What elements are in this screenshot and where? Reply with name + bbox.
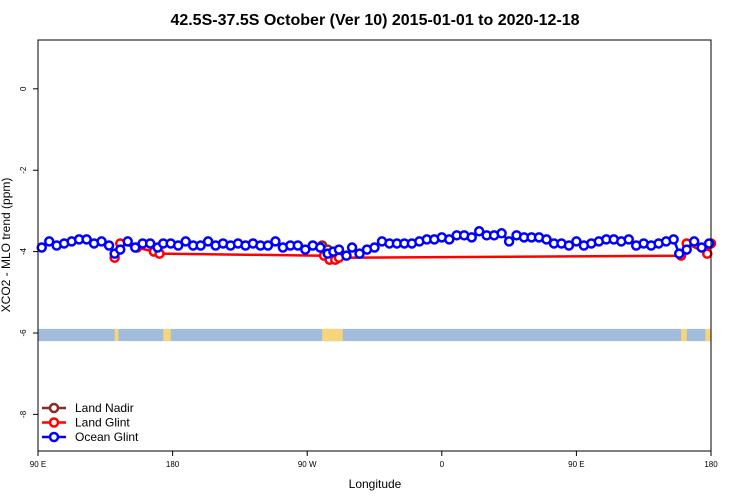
y-tick-label: -2 bbox=[19, 166, 28, 174]
series-ocean-glint bbox=[36, 226, 715, 261]
land-ocean-bar bbox=[38, 328, 711, 342]
data-point-ocean-glint bbox=[43, 236, 55, 247]
legend-marker bbox=[48, 417, 60, 428]
chart-title: 42.5S-37.5S October (Ver 10) 2015-01-01 … bbox=[170, 12, 579, 29]
data-point-ocean-glint bbox=[129, 242, 141, 253]
data-point-ocean-glint bbox=[122, 236, 133, 247]
data-point-ocean-glint bbox=[262, 240, 274, 251]
data-point-ocean-glint bbox=[571, 236, 582, 247]
data-point-ocean-glint bbox=[202, 236, 214, 247]
data-point-ocean-glint bbox=[696, 242, 707, 253]
x-axis-label: Longitude bbox=[349, 477, 402, 491]
y-tick-label: -8 bbox=[19, 410, 28, 418]
data-point-ocean-glint bbox=[496, 228, 507, 239]
data-point-ocean-glint bbox=[180, 236, 191, 247]
x-tick-label: 90 E bbox=[30, 460, 46, 469]
data-point-ocean-glint bbox=[688, 236, 700, 247]
ocean-bar bbox=[38, 328, 711, 342]
data-point-ocean-glint bbox=[444, 234, 455, 245]
legend-label: Ocean Glint bbox=[75, 430, 139, 444]
data-point-ocean-glint bbox=[103, 240, 115, 251]
x-axis: 90 E 180 90 W 0 90 E 180 bbox=[30, 451, 718, 469]
data-point-ocean-glint bbox=[172, 240, 184, 251]
land-segment bbox=[322, 328, 343, 342]
data-point-ocean-glint bbox=[369, 242, 380, 253]
data-point-ocean-glint bbox=[195, 240, 206, 251]
legend-marker bbox=[48, 431, 60, 443]
data-point-ocean-glint bbox=[354, 248, 365, 259]
data-point-ocean-glint bbox=[341, 250, 352, 261]
data-point-ocean-glint bbox=[541, 234, 552, 245]
x-tick-label: 0 bbox=[440, 460, 445, 469]
y-axis-label: XCO2 - MLO trend (ppm) bbox=[0, 178, 13, 313]
data-point-ocean-glint bbox=[270, 236, 281, 247]
y-axis: 0 -2 -4 -6 -8 bbox=[19, 86, 38, 418]
plot-frame bbox=[37, 39, 712, 452]
land-segment bbox=[705, 328, 711, 342]
data-point-ocean-glint bbox=[115, 244, 126, 255]
data-point-ocean-glint bbox=[333, 244, 345, 255]
data-point-ocean-glint bbox=[473, 226, 485, 237]
legend-item-land-nadir: Land Nadir bbox=[42, 401, 134, 415]
legend-label: Land Glint bbox=[75, 416, 130, 430]
data-point-ocean-glint bbox=[466, 232, 477, 243]
y-tick-label: -4 bbox=[19, 248, 28, 256]
data-point-ocean-glint bbox=[668, 234, 679, 245]
data-point-ocean-glint bbox=[503, 236, 515, 247]
data-point-ocean-glint bbox=[563, 240, 575, 251]
data-point-ocean-glint bbox=[681, 244, 692, 255]
legend-label: Land Nadir bbox=[75, 401, 134, 415]
series-layer bbox=[36, 226, 717, 265]
land-segment bbox=[163, 328, 171, 342]
land-segment bbox=[681, 328, 687, 342]
x-tick-label: 90 W bbox=[298, 460, 317, 469]
data-point-ocean-glint bbox=[346, 242, 358, 253]
x-tick-label: 90 E bbox=[568, 460, 584, 469]
legend-marker bbox=[48, 402, 60, 414]
land-segment bbox=[114, 328, 119, 342]
data-point-ocean-glint bbox=[300, 244, 311, 255]
data-point-ocean-glint bbox=[96, 236, 107, 247]
y-tick-label: -6 bbox=[19, 329, 28, 337]
data-point-ocean-glint bbox=[292, 240, 304, 251]
data-point-ocean-glint bbox=[81, 234, 92, 245]
legend-item-land-glint: Land Glint bbox=[42, 416, 130, 430]
data-point-ocean-glint bbox=[144, 238, 156, 249]
legend-item-ocean-glint: Ocean Glint bbox=[42, 430, 139, 444]
x-tick-label: 180 bbox=[166, 460, 180, 469]
data-point-ocean-glint bbox=[623, 234, 634, 245]
data-point-ocean-glint bbox=[315, 242, 326, 253]
data-point-ocean-glint bbox=[703, 238, 715, 249]
y-tick-label: 0 bbox=[19, 86, 28, 91]
data-point-ocean-glint bbox=[673, 248, 685, 259]
x-tick-label: 180 bbox=[704, 460, 718, 469]
data-point-ocean-glint bbox=[36, 242, 47, 253]
